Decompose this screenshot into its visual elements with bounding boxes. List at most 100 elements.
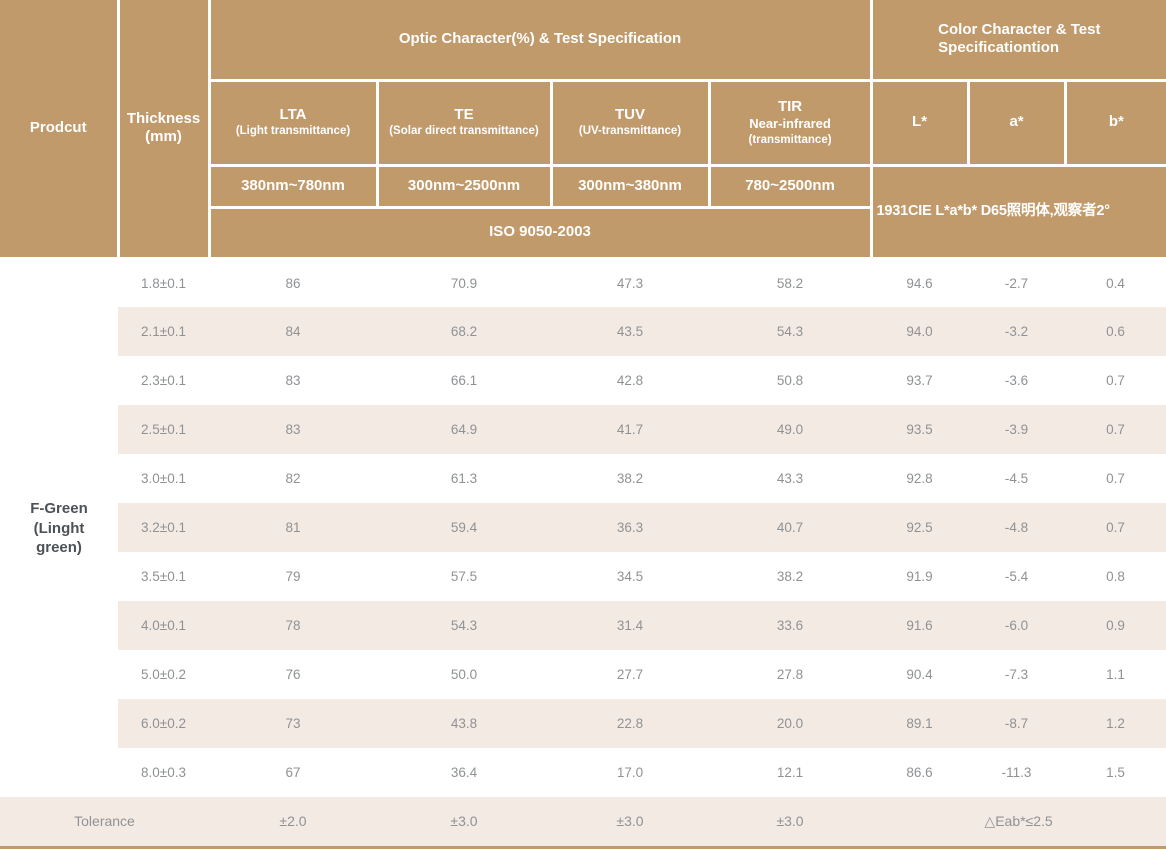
tuv-cell: 47.3 bbox=[551, 258, 709, 307]
l-star-cell: 89.1 bbox=[871, 699, 969, 748]
a-star-cell: -8.7 bbox=[968, 699, 1066, 748]
thickness-cell: 3.0±0.1 bbox=[118, 454, 209, 503]
tir-cell: 58.2 bbox=[709, 258, 872, 307]
a-star-cell: -3.9 bbox=[968, 405, 1066, 454]
a-star-cell: -3.6 bbox=[968, 356, 1066, 405]
b-star-cell: 0.8 bbox=[1065, 552, 1166, 601]
tolerance-lta: ±2.0 bbox=[209, 797, 377, 849]
tuv-header: TUV (UV-transmittance) bbox=[549, 78, 711, 167]
product-column-header: Prodcut bbox=[0, 0, 120, 260]
a-star-cell: -2.7 bbox=[968, 258, 1066, 307]
table-row: 2.5±0.1 83 64.9 41.7 49.0 93.5 -3.9 0.7 bbox=[0, 405, 1166, 454]
tir-desc: (transmittance) bbox=[748, 133, 832, 146]
l-star-cell: 94.0 bbox=[871, 307, 969, 356]
te-range: 300nm~2500nm bbox=[375, 163, 553, 209]
b-star-header: b* bbox=[1063, 78, 1166, 167]
table-footer: Tolerance ±2.0 ±3.0 ±3.0 ±3.0 △Eab*≤2.5 bbox=[0, 797, 1166, 849]
b-star-cell: 0.7 bbox=[1065, 503, 1166, 552]
lta-header: LTA (Light transmittance) bbox=[207, 78, 379, 167]
te-cell: 50.0 bbox=[377, 650, 551, 699]
b-star-cell: 0.7 bbox=[1065, 356, 1166, 405]
tir-cell: 33.6 bbox=[709, 601, 872, 650]
thickness-cell: 2.3±0.1 bbox=[118, 356, 209, 405]
thickness-cell: 4.0±0.1 bbox=[118, 601, 209, 650]
tuv-cell: 36.3 bbox=[551, 503, 709, 552]
table-row: 2.1±0.1 84 68.2 43.5 54.3 94.0 -3.2 0.6 bbox=[0, 307, 1166, 356]
te-cell: 57.5 bbox=[377, 552, 551, 601]
a-star-cell: -6.0 bbox=[968, 601, 1066, 650]
tuv-cell: 27.7 bbox=[551, 650, 709, 699]
a-star-cell: -7.3 bbox=[968, 650, 1066, 699]
optic-group-header: Optic Character(%) & Test Specification bbox=[207, 0, 873, 82]
tolerance-row: Tolerance ±2.0 ±3.0 ±3.0 ±3.0 △Eab*≤2.5 bbox=[0, 797, 1166, 849]
a-star-cell: -5.4 bbox=[968, 552, 1066, 601]
l-star-cell: 91.6 bbox=[871, 601, 969, 650]
lta-cell: 78 bbox=[209, 601, 377, 650]
tir-abbr: TIR bbox=[777, 97, 803, 115]
b-star-cell: 1.5 bbox=[1065, 748, 1166, 797]
tuv-cell: 31.4 bbox=[551, 601, 709, 650]
te-cell: 43.8 bbox=[377, 699, 551, 748]
te-cell: 64.9 bbox=[377, 405, 551, 454]
a-star-cell: -11.3 bbox=[968, 748, 1066, 797]
l-star-cell: 92.5 bbox=[871, 503, 969, 552]
table-row: 3.5±0.1 79 57.5 34.5 38.2 91.9 -5.4 0.8 bbox=[0, 552, 1166, 601]
table-row: 6.0±0.2 73 43.8 22.8 20.0 89.1 -8.7 1.2 bbox=[0, 699, 1166, 748]
cie-standard: 1931CIE L*a*b* D65照明体,观察者2° bbox=[869, 163, 1166, 260]
lta-cell: 86 bbox=[209, 258, 377, 307]
l-star-header: L* bbox=[869, 78, 970, 167]
header-group-row: Prodcut Thickness (mm) Optic Character(%… bbox=[0, 0, 1166, 260]
thickness-cell: 8.0±0.3 bbox=[118, 748, 209, 797]
lta-cell: 67 bbox=[209, 748, 377, 797]
thickness-column-header: Thickness (mm) bbox=[116, 0, 211, 260]
tir-cell: 27.8 bbox=[709, 650, 872, 699]
a-star-header: a* bbox=[966, 78, 1067, 167]
a-star-cell: -4.5 bbox=[968, 454, 1066, 503]
tuv-cell: 43.5 bbox=[551, 307, 709, 356]
lta-abbr: LTA bbox=[279, 105, 307, 123]
table-row: 4.0±0.1 78 54.3 31.4 33.6 91.6 -6.0 0.9 bbox=[0, 601, 1166, 650]
color-group-label: Color Character & Test Specificationtion bbox=[938, 20, 1101, 57]
tuv-cell: 38.2 bbox=[551, 454, 709, 503]
tir-cell: 20.0 bbox=[709, 699, 872, 748]
table-row: 8.0±0.3 67 36.4 17.0 12.1 86.6 -11.3 1.5 bbox=[0, 748, 1166, 797]
tuv-range: 300nm~380nm bbox=[549, 163, 711, 209]
tolerance-label: Tolerance bbox=[0, 797, 209, 849]
te-cell: 68.2 bbox=[377, 307, 551, 356]
thickness-cell: 5.0±0.2 bbox=[118, 650, 209, 699]
thickness-cell: 3.5±0.1 bbox=[118, 552, 209, 601]
thickness-cell: 6.0±0.2 bbox=[118, 699, 209, 748]
b-star-cell: 0.9 bbox=[1065, 601, 1166, 650]
tuv-cell: 34.5 bbox=[551, 552, 709, 601]
lta-cell: 83 bbox=[209, 405, 377, 454]
table-row: 3.2±0.1 81 59.4 36.3 40.7 92.5 -4.8 0.7 bbox=[0, 503, 1166, 552]
iso-standard: ISO 9050-2003 bbox=[207, 205, 873, 260]
tir-cell: 38.2 bbox=[709, 552, 872, 601]
l-star-cell: 91.9 bbox=[871, 552, 969, 601]
te-desc: (Solar direct transmittance) bbox=[389, 125, 539, 138]
tuv-desc: (UV-transmittance) bbox=[578, 125, 682, 138]
lta-cell: 84 bbox=[209, 307, 377, 356]
a-star-cell: -3.2 bbox=[968, 307, 1066, 356]
header-standard-row: ISO 9050-2003 bbox=[0, 205, 1166, 260]
tolerance-tuv: ±3.0 bbox=[551, 797, 709, 849]
te-cell: 54.3 bbox=[377, 601, 551, 650]
tir-cell: 54.3 bbox=[709, 307, 872, 356]
table-body: F-Green (Linght green) 1.8±0.1 86 70.9 4… bbox=[0, 258, 1166, 797]
b-star-cell: 0.7 bbox=[1065, 405, 1166, 454]
te-abbr: TE bbox=[454, 105, 474, 123]
te-cell: 70.9 bbox=[377, 258, 551, 307]
tir-mid-label: Near-infrared bbox=[749, 116, 831, 132]
tir-header: TIR Near-infrared (transmittance) bbox=[707, 78, 873, 167]
b-star-cell: 1.2 bbox=[1065, 699, 1166, 748]
l-star-cell: 93.7 bbox=[871, 356, 969, 405]
color-group-header: Color Character & Test Specificationtion bbox=[869, 0, 1166, 82]
b-star-cell: 0.4 bbox=[1065, 258, 1166, 307]
thickness-cell: 2.5±0.1 bbox=[118, 405, 209, 454]
table-header: Prodcut Thickness (mm) Optic Character(%… bbox=[0, 0, 1166, 260]
tuv-cell: 17.0 bbox=[551, 748, 709, 797]
table-row: 3.0±0.1 82 61.3 38.2 43.3 92.8 -4.5 0.7 bbox=[0, 454, 1166, 503]
lta-cell: 83 bbox=[209, 356, 377, 405]
header-range-row: 380nm~780nm 300nm~2500nm 300nm~380nm 780… bbox=[0, 163, 1166, 260]
